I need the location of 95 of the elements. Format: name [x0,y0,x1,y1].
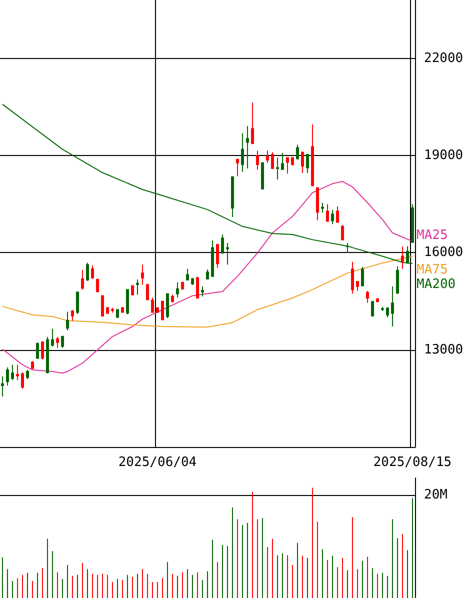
candlestick [56,336,59,348]
candlestick [201,286,204,297]
candlestick [11,364,14,380]
candlestick [16,364,19,380]
candlestick [251,102,254,145]
candlestick [191,277,194,286]
candlestick [321,202,324,214]
candlestick [396,266,399,294]
candlestick [171,294,174,304]
candlestick [151,297,154,314]
candlestick [126,288,129,315]
candlestick [211,240,214,278]
candlestick [236,158,239,177]
candlestick [111,307,114,314]
candlestick [221,234,224,254]
candlestick [81,269,84,290]
candlestick [226,242,229,266]
candlestick [241,132,244,172]
candlestick [66,311,69,331]
candlestick [186,268,189,282]
candlestick [96,278,99,293]
candlestick [71,309,74,322]
candlestick [386,306,389,318]
candlestick [331,209,334,225]
candlestick [336,206,339,224]
candlestick [316,186,319,221]
candlestick [31,360,34,370]
candlestick [196,276,199,300]
candlestick [26,369,29,380]
y-tick-label: 20M [424,487,448,502]
candlestick [246,126,249,169]
candlestick [356,280,359,292]
candlestick [261,162,264,190]
candlestick [146,283,149,300]
candlestick [41,340,44,360]
candlestick [136,279,139,296]
candlestick [76,291,79,314]
candlestick [296,144,299,160]
candlestick [266,150,269,164]
candlestick [166,292,169,319]
candlestick [176,282,179,298]
candlestick [341,224,344,241]
series-label: MA25 [416,228,448,243]
candlestick [156,306,159,314]
candlestick [1,376,4,397]
candlestick [161,300,164,321]
candlestick [411,204,414,244]
candlestick [286,156,289,174]
candlestick [131,284,134,296]
line-series [2,104,413,264]
series-label: MA75 [416,262,448,278]
candlestick [51,328,54,348]
candlestick [256,150,259,170]
candlestick [86,262,89,282]
y-tick-label: 16000 [424,245,464,260]
candlestick [366,290,369,304]
candlestick [216,243,219,268]
candlestick [376,298,379,303]
x-tick-label: 2025/06/04 [118,455,197,470]
candlestick [121,306,124,314]
y-tick-label: 22000 [424,50,464,66]
candlestick [346,242,349,254]
candlestick [106,306,109,314]
candlestick [281,152,284,170]
series-label: MA200 [416,277,456,292]
candlestick [141,264,144,286]
y-tick-label: 19000 [424,148,464,163]
x-tick-label: 2025/08/15 [373,455,452,470]
candlestick [311,124,314,187]
y-tick-label: 13000 [424,342,464,358]
candlestick [381,306,384,312]
candlestick [306,153,309,174]
candlestick [101,294,104,318]
candlestick [361,266,364,287]
candlestick [371,300,374,317]
candlestick [326,204,329,222]
candlestick [46,336,49,374]
candlestick [351,261,354,294]
candlestick [6,366,9,386]
candlestick [231,176,234,218]
candlestick [116,308,119,319]
candlestick [301,151,304,174]
candlestick [61,335,64,348]
candlestick [21,372,24,390]
candlestick [91,264,94,280]
candlestick [401,246,404,270]
candlestick [271,152,274,170]
line-series [2,256,413,328]
line-series [2,180,413,374]
candlestick [206,268,209,280]
candlestick [291,156,294,166]
candlestick [36,342,39,360]
candlestick [391,286,394,328]
candlestick [181,281,184,290]
candlestick [276,157,279,180]
